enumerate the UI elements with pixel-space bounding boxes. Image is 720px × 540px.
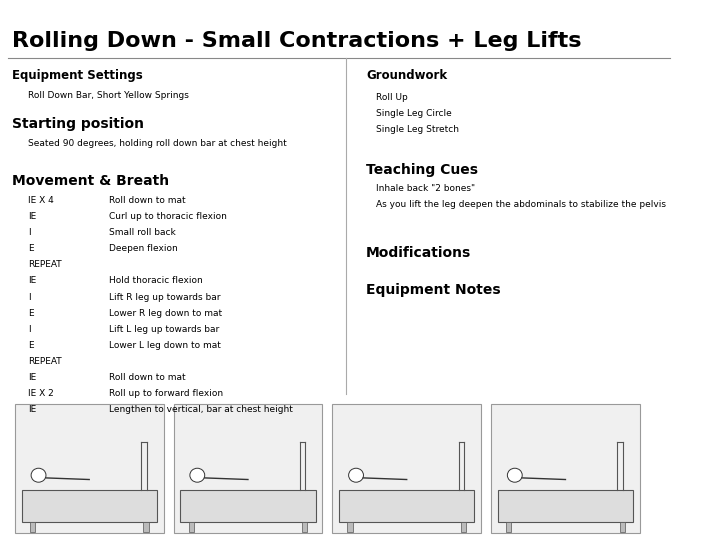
Text: Single Leg Circle: Single Leg Circle — [377, 109, 452, 118]
Bar — [30, 523, 35, 532]
Text: Teaching Cues: Teaching Cues — [366, 163, 478, 177]
Bar — [339, 490, 474, 523]
FancyBboxPatch shape — [491, 404, 640, 533]
Bar — [302, 523, 307, 532]
Text: IE: IE — [28, 212, 37, 221]
Text: Equipment Settings: Equipment Settings — [12, 69, 143, 82]
Text: Modifications: Modifications — [366, 246, 472, 260]
Text: Movement & Breath: Movement & Breath — [12, 174, 168, 188]
Text: As you lift the leg deepen the abdominals to stabilize the pelvis: As you lift the leg deepen the abdominal… — [377, 200, 666, 209]
Bar — [143, 523, 148, 532]
Text: Lower R leg down to mat: Lower R leg down to mat — [109, 309, 222, 318]
Text: Equipment Notes: Equipment Notes — [366, 284, 501, 298]
Ellipse shape — [348, 468, 364, 482]
Text: Rolling Down - Small Contractions + Leg Lifts: Rolling Down - Small Contractions + Leg … — [12, 31, 581, 51]
Text: IE: IE — [28, 373, 37, 382]
Ellipse shape — [190, 468, 204, 482]
Text: E: E — [28, 244, 34, 253]
Text: E: E — [28, 309, 34, 318]
Ellipse shape — [31, 468, 46, 482]
Ellipse shape — [508, 468, 522, 482]
Bar — [181, 490, 315, 523]
Text: Lift L leg up towards bar: Lift L leg up towards bar — [109, 325, 220, 334]
FancyBboxPatch shape — [15, 404, 163, 533]
Text: REPEAT: REPEAT — [28, 260, 62, 269]
Text: Roll Up: Roll Up — [377, 93, 408, 102]
Text: Inhale back "2 bones": Inhale back "2 bones" — [377, 184, 475, 193]
Text: Lower L leg down to mat: Lower L leg down to mat — [109, 341, 221, 350]
Text: Roll Down Bar, Short Yellow Springs: Roll Down Bar, Short Yellow Springs — [28, 91, 189, 100]
Text: Starting position: Starting position — [12, 117, 143, 131]
Text: Roll down to mat: Roll down to mat — [109, 373, 186, 382]
Text: Lift R leg up towards bar: Lift R leg up towards bar — [109, 293, 221, 301]
Text: Lengthen to vertical, bar at chest height: Lengthen to vertical, bar at chest heigh… — [109, 406, 293, 414]
Text: IE: IE — [28, 406, 37, 414]
Text: Roll up to forward flexion: Roll up to forward flexion — [109, 389, 224, 399]
Bar — [22, 490, 157, 523]
Text: Curl up to thoracic flexion: Curl up to thoracic flexion — [109, 212, 228, 221]
Text: Single Leg Stretch: Single Leg Stretch — [377, 125, 459, 134]
FancyBboxPatch shape — [333, 404, 481, 533]
Text: Deepen flexion: Deepen flexion — [109, 244, 179, 253]
Text: I: I — [28, 228, 31, 237]
Bar — [498, 490, 633, 523]
Text: Seated 90 degrees, holding roll down bar at chest height: Seated 90 degrees, holding roll down bar… — [28, 139, 287, 148]
Text: I: I — [28, 325, 31, 334]
Text: E: E — [28, 341, 34, 350]
Bar — [347, 523, 353, 532]
Text: I: I — [28, 293, 31, 301]
Text: Groundwork: Groundwork — [366, 69, 447, 82]
Text: IE X 2: IE X 2 — [28, 389, 54, 399]
Text: Roll down to mat: Roll down to mat — [109, 196, 186, 205]
Bar — [461, 523, 466, 532]
Text: IE X 4: IE X 4 — [28, 196, 54, 205]
Text: REPEAT: REPEAT — [28, 357, 62, 366]
Text: IE: IE — [28, 276, 37, 286]
Bar — [506, 523, 511, 532]
Bar — [619, 523, 625, 532]
Text: Small roll back: Small roll back — [109, 228, 176, 237]
Bar — [189, 523, 194, 532]
Text: Hold thoracic flexion: Hold thoracic flexion — [109, 276, 203, 286]
FancyBboxPatch shape — [174, 404, 323, 533]
